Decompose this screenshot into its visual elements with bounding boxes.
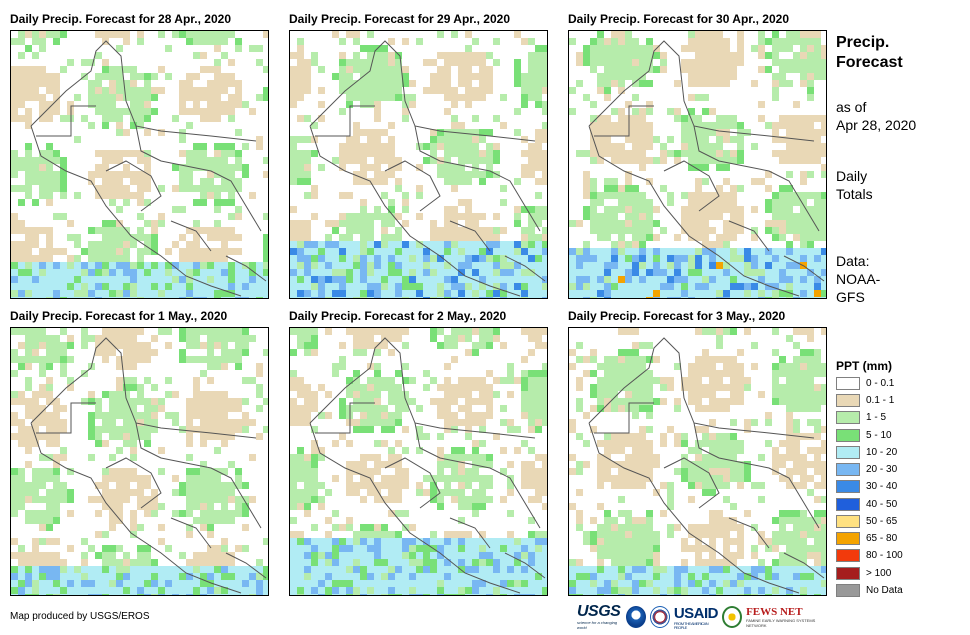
legend-item: No Data xyxy=(836,583,903,597)
legend-label: 0.1 - 1 xyxy=(866,394,895,406)
legend-swatch xyxy=(836,462,860,476)
coastline-outline xyxy=(588,337,825,594)
precip-field xyxy=(290,31,547,298)
fews-net-globe-icon xyxy=(722,606,743,628)
coastline-outline xyxy=(30,337,267,594)
legend-item: 80 - 100 xyxy=(836,548,903,562)
as-of-value: Apr 28, 2020 xyxy=(836,117,917,133)
legend-swatch xyxy=(836,410,860,424)
legend-item: 10 - 20 xyxy=(836,445,897,459)
legend-swatch xyxy=(836,497,860,511)
map-panel-5 xyxy=(289,327,548,596)
legend-item: > 100 xyxy=(836,566,891,580)
fews-net-logo-text: FEWS NET xyxy=(746,606,803,618)
legend-title: PPT (mm) xyxy=(836,359,893,373)
partner-logos: USGS science for a changing world USAID … xyxy=(577,603,827,631)
legend-swatch xyxy=(836,583,860,597)
legend-swatch xyxy=(836,548,860,562)
precip-field xyxy=(569,31,826,298)
legend-item: 0.1 - 1 xyxy=(836,393,894,407)
legend-item: 40 - 50 xyxy=(836,497,897,511)
legend-item: 65 - 80 xyxy=(836,531,897,545)
legend-swatch xyxy=(836,531,860,545)
usgs-tagline: science for a changing world xyxy=(577,620,618,630)
usgs-logo: USGS science for a changing world xyxy=(577,603,622,631)
map-panel-1 xyxy=(10,30,269,299)
legend-item: 20 - 30 xyxy=(836,462,897,476)
daily-totals-line1: Daily xyxy=(836,168,868,184)
fews-net-tagline: FAMINE EARLY WARNING SYSTEMS NETWORK xyxy=(746,618,816,628)
noaa-logo-icon xyxy=(626,606,647,628)
nws-logo-icon xyxy=(650,606,670,628)
as-of-label: as of xyxy=(836,99,867,115)
precip-map-3 xyxy=(569,31,826,298)
usgs-logo-text: USGS xyxy=(577,603,621,620)
coastline-outline xyxy=(588,40,825,297)
legend-swatch xyxy=(836,479,860,493)
coastline-outline xyxy=(30,40,267,297)
legend-item: 30 - 40 xyxy=(836,479,897,493)
map-panel-2 xyxy=(289,30,548,299)
panel-title-6: Daily Precip. Forecast for 3 May., 2020 xyxy=(568,309,786,323)
data-source-line3: GFS xyxy=(836,289,865,305)
legend-label: 65 - 80 xyxy=(866,532,898,544)
fews-net-logo: FEWS NET FAMINE EARLY WARNING SYSTEMS NE… xyxy=(746,606,827,628)
legend-label: 0 - 0.1 xyxy=(866,377,895,389)
forecast-title: Precip. Forecast xyxy=(836,33,903,73)
precip-field xyxy=(290,328,547,595)
map-credit: Map produced by USGS/EROS xyxy=(10,611,150,622)
daily-totals-line2: Totals xyxy=(836,186,873,202)
legend-label: 30 - 40 xyxy=(866,480,898,492)
legend-label: 80 - 100 xyxy=(866,549,903,561)
as-of-date: as of Apr 28, 2020 xyxy=(836,98,916,134)
daily-totals-note: Daily Totals xyxy=(836,167,873,203)
precip-map-1 xyxy=(11,31,268,298)
legend-item: 0 - 0.1 xyxy=(836,376,894,390)
precip-map-2 xyxy=(290,31,547,298)
usaid-logo: USAID FROM THE AMERICAN PEOPLE xyxy=(673,604,719,630)
forecast-title-line2: Forecast xyxy=(836,54,903,71)
legend-item: 5 - 10 xyxy=(836,428,892,442)
map-panel-4 xyxy=(10,327,269,596)
legend-label: No Data xyxy=(866,584,903,596)
legend-label: > 100 xyxy=(866,567,892,579)
legend-swatch xyxy=(836,445,860,459)
precip-map-4 xyxy=(11,328,268,595)
legend-item: 1 - 5 xyxy=(836,410,886,424)
precip-map-6 xyxy=(569,328,826,595)
panel-title-1: Daily Precip. Forecast for 28 Apr., 2020 xyxy=(10,12,231,26)
legend-swatch xyxy=(836,376,860,390)
usaid-logo-text: USAID xyxy=(673,604,719,622)
legend-label: 40 - 50 xyxy=(866,498,898,510)
legend-label: 10 - 20 xyxy=(866,446,898,458)
usaid-tagline: FROM THE AMERICAN PEOPLE xyxy=(673,620,709,630)
legend-label: 1 - 5 xyxy=(866,411,887,423)
legend-swatch xyxy=(836,566,860,580)
legend-item: 50 - 65 xyxy=(836,514,897,528)
legend-swatch xyxy=(836,514,860,528)
panel-title-5: Daily Precip. Forecast for 2 May., 2020 xyxy=(289,309,507,323)
data-source-line1: Data: xyxy=(836,253,870,269)
legend-label: 50 - 65 xyxy=(866,515,898,527)
precip-field xyxy=(11,31,268,298)
forecast-title-line1: Precip. xyxy=(836,34,890,51)
data-source-line2: NOAA- xyxy=(836,271,881,287)
panel-title-2: Daily Precip. Forecast for 29 Apr., 2020 xyxy=(289,12,510,26)
legend-label: 5 - 10 xyxy=(866,429,892,441)
precip-field xyxy=(569,328,826,595)
legend-swatch xyxy=(836,393,860,407)
precip-map-5 xyxy=(290,328,547,595)
panel-title-3: Daily Precip. Forecast for 30 Apr., 2020 xyxy=(568,12,789,26)
coastline-outline xyxy=(309,337,546,594)
map-panel-3 xyxy=(568,30,827,299)
panel-title-4: Daily Precip. Forecast for 1 May., 2020 xyxy=(10,309,228,323)
legend-label: 20 - 30 xyxy=(866,463,898,475)
map-panel-6 xyxy=(568,327,827,596)
data-source-note: Data: NOAA- GFS xyxy=(836,252,880,306)
precip-field xyxy=(11,328,268,595)
coastline-outline xyxy=(309,40,546,297)
legend-swatch xyxy=(836,428,860,442)
